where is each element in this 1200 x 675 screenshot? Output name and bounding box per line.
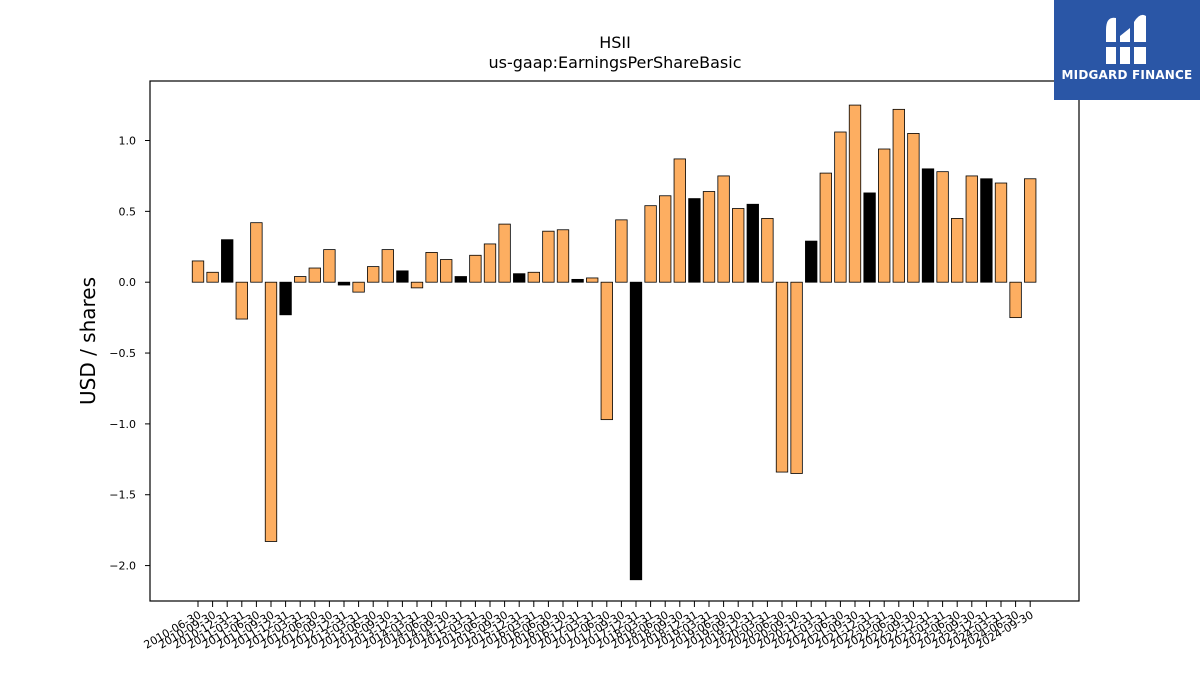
y-tick-label: −1.0: [109, 418, 136, 431]
bar-2021-12-31: [863, 192, 876, 283]
bar-2019-12-31: [746, 203, 759, 283]
bar-2022-12-31: [921, 168, 935, 283]
y-tick-label: −0.5: [109, 347, 136, 360]
brand-logo: MIDGARD FINANCE: [1054, 0, 1200, 100]
bar-2018-03-31: [644, 205, 657, 283]
bar-2016-03-31: [527, 271, 540, 283]
bar-2018-06-30: [659, 195, 672, 283]
bar-2011-09-30: [264, 281, 278, 542]
bar-2021-06-30: [834, 131, 847, 283]
bar-2015-12-31: [513, 273, 526, 283]
y-tick-label: −1.5: [109, 489, 136, 502]
bar-2012-03-31: [294, 276, 307, 283]
bar-2024-03-31: [994, 182, 1008, 283]
bar-2012-06-30: [308, 267, 321, 283]
bar-2020-09-30: [790, 281, 803, 474]
bar-2010-06-30: [191, 260, 205, 283]
bar-2019-03-31: [702, 191, 716, 283]
bar-2013-09-30: [381, 249, 394, 283]
bar-2014-12-31: [454, 276, 467, 283]
bar-2016-12-31: [571, 278, 584, 283]
bar-2011-06-30: [250, 222, 263, 283]
bar-2018-12-31: [688, 198, 701, 283]
bar-2024-09-30: [1024, 178, 1037, 283]
bar-2020-03-31: [761, 218, 774, 283]
bar-2013-12-31: [396, 270, 409, 283]
bar-2016-06-30: [542, 230, 555, 283]
bar-2017-09-30: [615, 219, 628, 283]
y-axis-label: USD / shares: [76, 277, 100, 405]
bar-2023-09-30: [965, 175, 978, 283]
bar-2015-06-30: [483, 243, 497, 283]
bar-2024-06-30: [1009, 281, 1022, 319]
bar-2016-09-30: [556, 229, 570, 283]
midgard-m-icon: [1102, 14, 1152, 64]
bar-2012-12-31: [337, 281, 351, 286]
bar-2017-12-31: [629, 281, 643, 581]
y-tick-label: −2.0: [109, 560, 136, 573]
chart-title: HSII: [599, 33, 631, 52]
bar-2017-03-31: [586, 277, 599, 283]
bar-2020-06-30: [775, 281, 789, 473]
bar-2012-09-30: [323, 249, 336, 283]
bar-2014-06-30: [425, 252, 438, 283]
bar-2019-09-30: [732, 208, 745, 283]
bar-2023-03-31: [936, 171, 949, 283]
bar-2015-03-31: [469, 254, 482, 283]
y-tick-label: 0.0: [119, 276, 137, 289]
bar-2022-06-30: [892, 108, 905, 283]
y-axis: 1.0 0.5 0.0 −0.5 −1.0 −1.5 −2.0: [109, 135, 150, 573]
chart-subtitle: us-gaap:EarningsPerShareBasic: [488, 53, 741, 72]
y-tick-label: 0.5: [119, 205, 137, 218]
bar-2023-12-31: [980, 178, 993, 283]
bar-2019-06-30: [717, 175, 730, 283]
bar-2020-12-31: [805, 240, 818, 283]
bar-2013-03-31: [352, 281, 365, 293]
bar-2015-09-30: [498, 223, 511, 283]
bar-2021-03-31: [819, 172, 832, 283]
bar-2011-12-31: [279, 281, 292, 316]
bar-2010-09-30: [206, 271, 219, 283]
bar-2014-03-31: [410, 281, 424, 289]
bar-2011-03-31: [235, 281, 248, 320]
bar-2022-09-30: [907, 133, 920, 283]
bar-2017-06-30: [600, 281, 613, 421]
brand-name: MIDGARD FINANCE: [1061, 68, 1193, 82]
bar-2023-06-30: [951, 218, 964, 283]
bar-2018-09-30: [673, 158, 686, 283]
y-tick-label: 1.0: [119, 135, 137, 148]
bars-group: [191, 104, 1037, 581]
bar-2010-12-31: [221, 239, 234, 283]
plot-frame: [149, 80, 1080, 602]
x-axis: 2010-06-302010-09-302010-12-312011-03-31…: [142, 601, 1036, 652]
bar-2021-09-30: [848, 104, 862, 283]
bar-2013-06-30: [367, 266, 380, 283]
bar-2014-09-30: [440, 259, 453, 283]
bar-2022-03-31: [878, 148, 891, 283]
